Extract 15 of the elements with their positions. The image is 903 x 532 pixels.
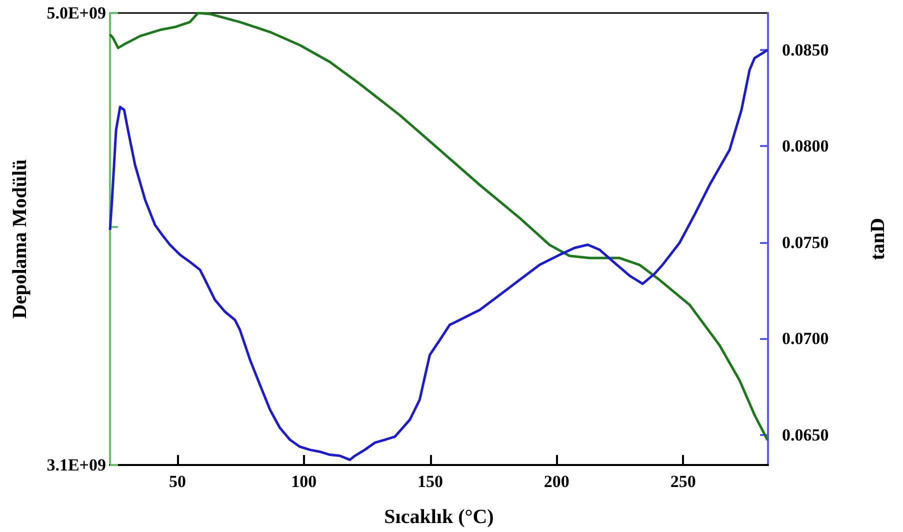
x-axis-title: Sıcaklık (°C) xyxy=(384,506,494,528)
y2-tick-label: 0.0650 xyxy=(782,425,829,444)
y-axis-title: Depolama Modülü xyxy=(9,159,31,319)
y2-axis-title: tanD xyxy=(867,218,889,260)
y-tick-label: 5.0E+09 xyxy=(46,4,106,22)
y2-tick-label: 0.0750 xyxy=(782,232,829,252)
x-tick-label: 100 xyxy=(291,472,317,491)
x-tick-label: 200 xyxy=(544,472,570,491)
x-tick-label: 250 xyxy=(670,472,696,491)
x-tick-label: 50 xyxy=(168,472,186,491)
y-tick-label: 3.1E+09 xyxy=(46,456,106,474)
y2-tick-label: 0.0800 xyxy=(782,136,829,156)
y2-tick-label: 0.0850 xyxy=(782,40,829,60)
y2-tick-label: 0.0700 xyxy=(782,329,829,348)
x-tick-label: 150 xyxy=(418,472,444,491)
